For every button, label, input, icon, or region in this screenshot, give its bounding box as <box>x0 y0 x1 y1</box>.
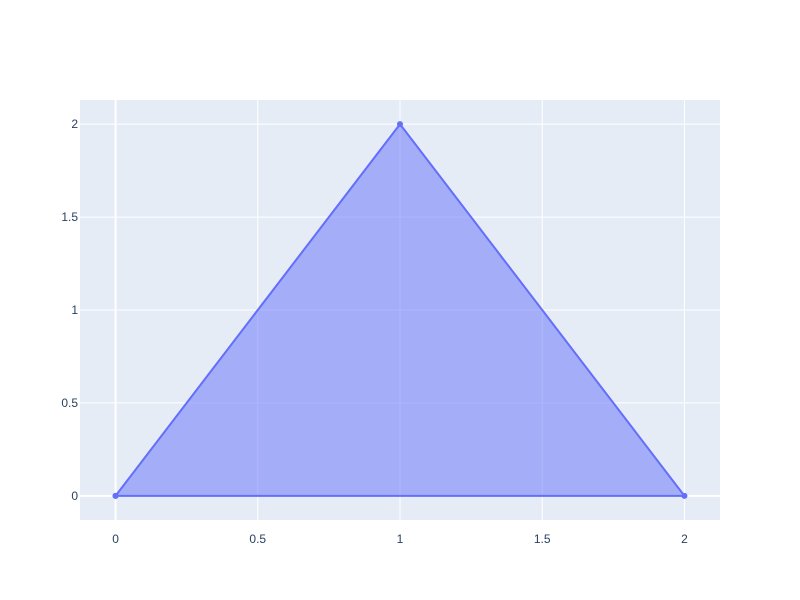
data-point <box>397 121 403 128</box>
x-tick-label: 0.5 <box>249 532 266 546</box>
y-tick-label: 0.5 <box>61 396 78 410</box>
y-tick-label: 2 <box>71 117 78 131</box>
x-tick-label: 1.5 <box>534 532 551 546</box>
y-tick-label: 0 <box>71 489 78 503</box>
y-tick-label: 1 <box>71 303 78 317</box>
series-layer <box>112 121 688 499</box>
x-axis-ticks: 0 0.5 1 1.5 2 <box>112 532 688 546</box>
x-tick-label: 2 <box>681 532 688 546</box>
y-axis-ticks: 0 0.5 1 1.5 2 <box>61 117 78 503</box>
series-fill <box>115 124 685 496</box>
x-tick-label: 0 <box>112 532 119 546</box>
data-point <box>112 492 119 499</box>
x-tick-label: 1 <box>397 532 404 546</box>
series-line <box>114 123 686 497</box>
y-tick-label: 1.5 <box>61 210 78 224</box>
data-point <box>681 492 688 499</box>
